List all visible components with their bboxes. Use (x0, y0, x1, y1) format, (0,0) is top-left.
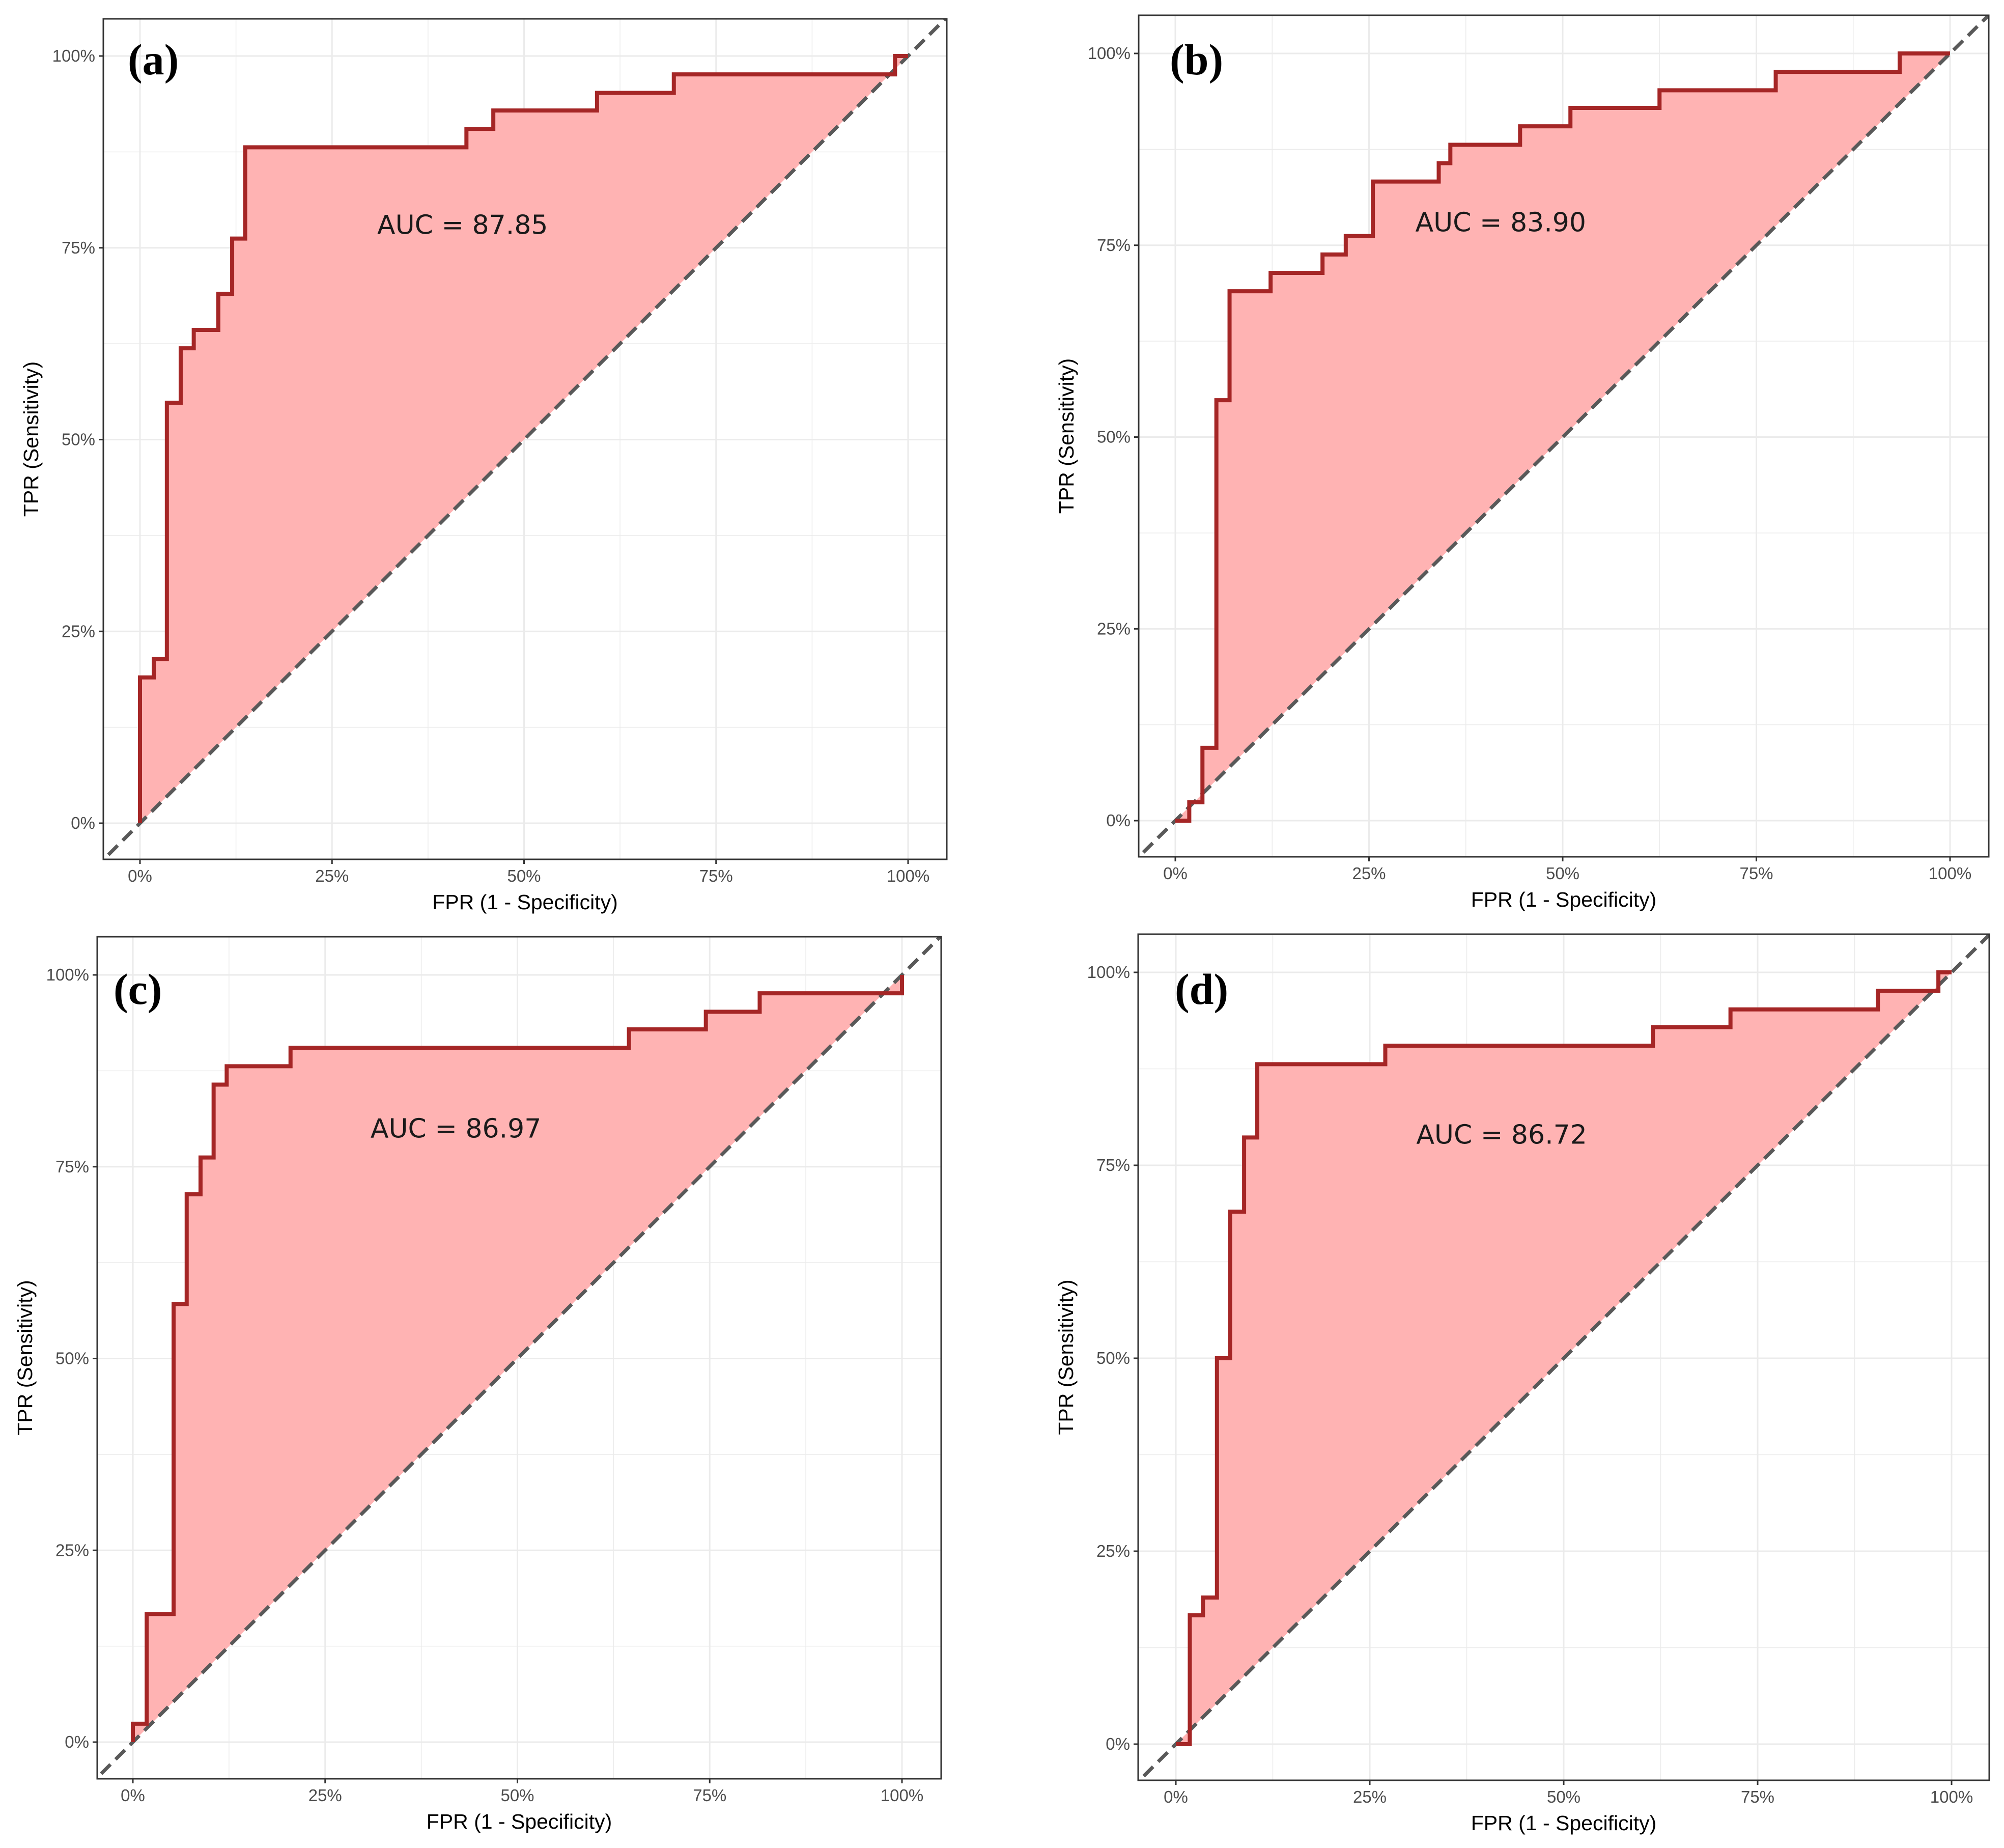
y-tick-label: 50% (62, 430, 95, 449)
x-tick-label: 100% (887, 866, 929, 885)
roc-curve (1175, 51, 1950, 823)
y-tick-label: 75% (62, 238, 95, 257)
x-tick-label: 0% (1163, 864, 1188, 883)
roc-curve (138, 54, 908, 823)
y-tick-label: 25% (62, 622, 95, 640)
roc-curve (131, 975, 904, 1742)
y-tick-label: 75% (55, 1157, 89, 1176)
y-tick-label: 50% (1097, 428, 1131, 446)
auc-annotation: AUC = 83.90 (1416, 208, 1586, 238)
x-axis-title: FPR (1 - Specificity) (1471, 888, 1657, 911)
y-axis-title: TPR (Sensitivity) (1054, 1279, 1078, 1435)
auc-annotation: AUC = 86.72 (1416, 1119, 1587, 1150)
y-tick-label: 25% (1096, 1542, 1130, 1560)
y-tick-label: 0% (71, 814, 95, 832)
y-tick-label: 100% (52, 46, 95, 65)
roc-panel-b: 0% 0% 25% 25% 50% 50% 75% 75% 100% 100% FPR (1 - S… (1055, 14, 1990, 911)
roc-panel-c: 0% 0% 25% 25% 50% 50% 75% 75% 100% 100% FPR (1 - S… (13, 936, 942, 1833)
panel-label: (b) (1170, 35, 1223, 84)
y-axis-title: TPR (Sensitivity) (13, 1280, 37, 1435)
y-tick-label: 25% (1097, 619, 1131, 638)
roc-curve (1176, 970, 1952, 1746)
x-tick-label: 50% (500, 1786, 534, 1805)
y-tick-label: 75% (1097, 236, 1131, 255)
y-tick-label: 100% (46, 965, 89, 984)
x-tick-label: 50% (1547, 1787, 1580, 1806)
x-tick-label: 25% (1353, 1787, 1387, 1806)
y-tick-label: 25% (55, 1541, 89, 1559)
x-tick-label: 100% (1929, 864, 1971, 883)
auc-annotation: AUC = 86.97 (371, 1113, 541, 1144)
x-tick-label: 25% (1352, 864, 1386, 883)
panel-label: (a) (128, 35, 179, 84)
y-tick-label: 75% (1096, 1156, 1130, 1174)
x-tick-label: 75% (693, 1786, 726, 1805)
panel-label: (d) (1175, 965, 1228, 1014)
y-tick-label: 50% (1096, 1349, 1130, 1367)
auc-annotation: AUC = 87.85 (377, 210, 548, 241)
y-tick-label: 100% (1087, 963, 1130, 982)
x-tick-label: 50% (507, 866, 541, 885)
x-axis-title: FPR (1 - Specificity) (1471, 1811, 1657, 1835)
x-tick-label: 0% (128, 866, 152, 885)
x-tick-label: 75% (1741, 1787, 1774, 1806)
y-tick-label: 0% (1106, 1734, 1130, 1753)
x-tick-label: 75% (699, 866, 733, 885)
y-tick-label: 0% (1106, 811, 1131, 830)
y-axis-title: TPR (Sensitivity) (1055, 358, 1078, 514)
x-tick-label: 75% (1739, 864, 1773, 883)
roc-panel-d: 0% 0% 25% 25% 50% 50% 75% 75% 100% 100% FPR (1 - S… (1054, 933, 1990, 1835)
x-tick-label: 25% (308, 1786, 342, 1805)
x-tick-label: 0% (121, 1786, 145, 1805)
x-axis-title: FPR (1 - Specificity) (427, 1810, 612, 1833)
y-tick-label: 100% (1088, 44, 1131, 63)
y-tick-label: 0% (65, 1732, 89, 1751)
y-tick-label: 50% (55, 1349, 89, 1368)
panel-border (1138, 14, 1990, 858)
diagonal-reference-line (1138, 934, 1989, 1780)
x-tick-label: 100% (881, 1786, 923, 1805)
roc-panel-a: 0% 0% 25% 25% 50% 50% 75% 75% 100% 100% FPR (1 - S… (19, 18, 948, 914)
x-axis-title: FPR (1 - Specificity) (432, 890, 618, 914)
x-tick-label: 50% (1546, 864, 1579, 883)
x-tick-label: 100% (1930, 1787, 1973, 1806)
panel-label: (c) (114, 965, 162, 1014)
x-tick-label: 0% (1164, 1787, 1188, 1806)
y-axis-title: TPR (Sensitivity) (19, 361, 43, 517)
x-tick-label: 25% (315, 866, 349, 885)
